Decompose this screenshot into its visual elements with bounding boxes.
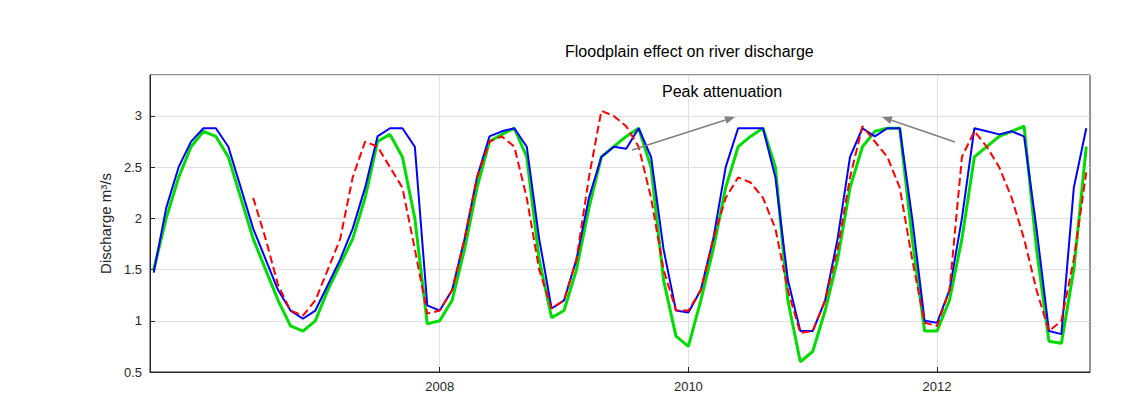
svg-text:1.5: 1.5: [124, 262, 142, 277]
svg-text:1: 1: [135, 313, 142, 328]
svg-text:2.5: 2.5: [124, 160, 142, 175]
svg-text:Peak attenuation: Peak attenuation: [662, 83, 782, 100]
svg-text:Discharge m³/s: Discharge m³/s: [97, 173, 114, 274]
svg-text:0.5: 0.5: [124, 365, 142, 380]
svg-text:2: 2: [135, 211, 142, 226]
svg-text:2010: 2010: [674, 379, 703, 394]
svg-text:3: 3: [135, 108, 142, 123]
svg-text:2012: 2012: [923, 379, 952, 394]
svg-text:Floodplain effect on river dis: Floodplain effect on river discharge: [565, 43, 814, 60]
svg-text:2008: 2008: [425, 379, 454, 394]
